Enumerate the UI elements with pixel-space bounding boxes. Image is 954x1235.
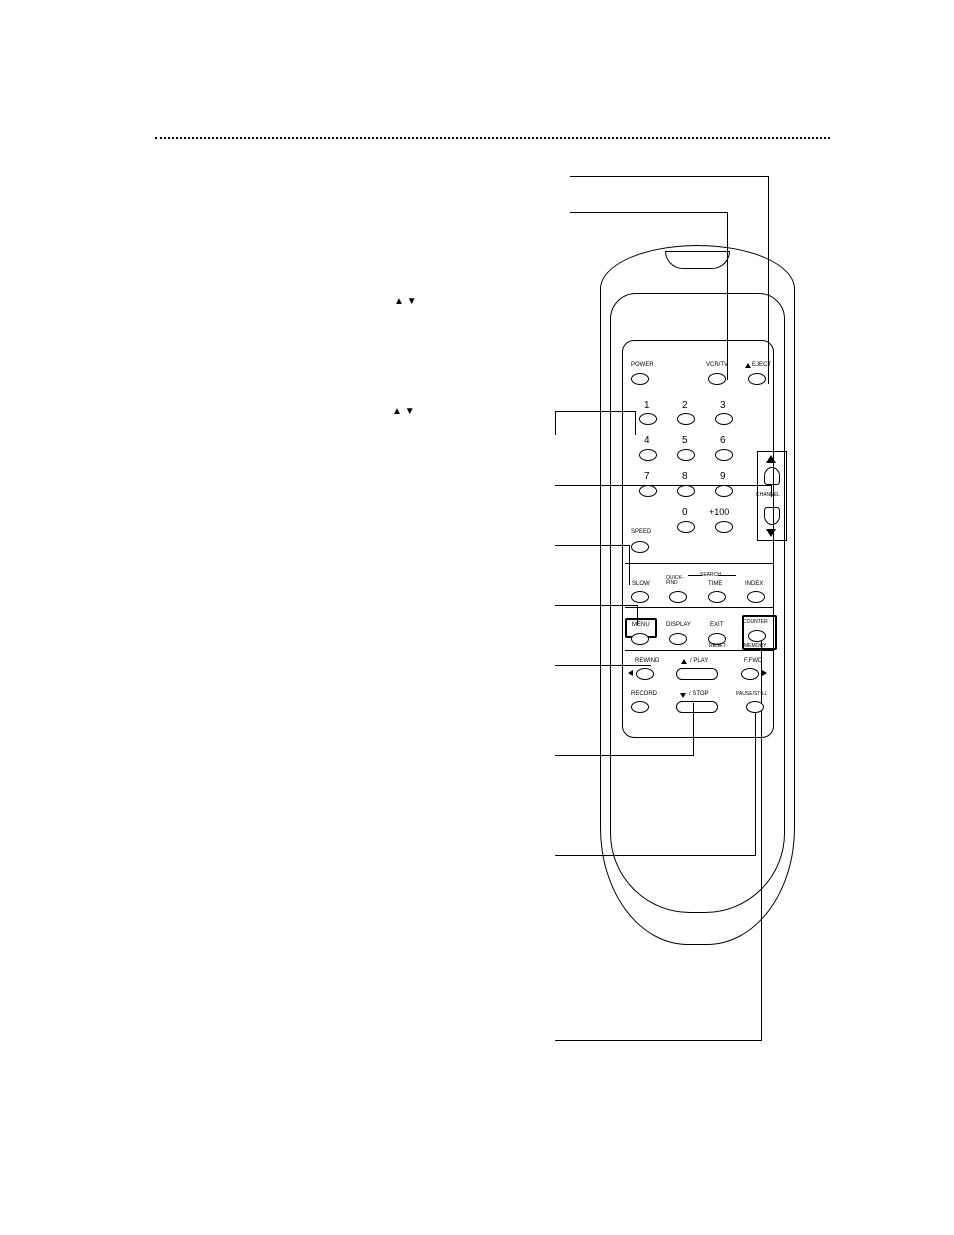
plus100-label: +100 (709, 507, 729, 517)
num-2-label: 2 (682, 400, 688, 411)
display-label: DISPLAY (666, 622, 691, 628)
num-4-label: 4 (644, 435, 650, 446)
stop-icon (680, 693, 686, 698)
stop-button[interactable] (676, 701, 718, 713)
counter-label: COUNTER (743, 619, 768, 625)
ir-emitter-window (665, 251, 730, 269)
num-1-button[interactable] (639, 413, 657, 425)
channel-down-icon (766, 529, 776, 537)
num-5-button[interactable] (677, 449, 695, 461)
vcrtv-label: VCR/TV (706, 362, 728, 368)
search-line (688, 575, 702, 576)
ffwd-label: F.FWD (744, 658, 762, 664)
menu-label: MENU (632, 622, 650, 628)
num-3-button[interactable] (715, 413, 733, 425)
num-5-label: 5 (682, 435, 688, 446)
eject-button[interactable] (748, 373, 766, 385)
counter-button[interactable] (748, 630, 766, 642)
pause-label: PAUSE/STILL (736, 691, 767, 697)
leader-line (570, 176, 769, 177)
play-icon (681, 659, 687, 664)
num-0-button[interactable] (677, 521, 695, 533)
eject-label: EJECT (752, 362, 771, 368)
num-1-label: 1 (644, 400, 650, 411)
channel-up-button[interactable] (764, 467, 780, 485)
num-7-button[interactable] (639, 485, 657, 497)
num-7-label: 7 (644, 471, 650, 482)
num-9-button[interactable] (715, 485, 733, 497)
remote-control-diagram: POWER VCR/TV EJECT 1 2 3 4 5 6 7 8 9 SPE… (600, 245, 795, 945)
plus100-button[interactable] (715, 521, 733, 533)
ffwd-icon (762, 670, 767, 676)
panel-divider (625, 650, 773, 651)
record-button[interactable] (631, 701, 649, 713)
memory-label: MEMORY (744, 643, 766, 649)
slow-label: SLOW (632, 581, 650, 587)
ffwd-button[interactable] (741, 668, 759, 680)
time-search-button[interactable] (708, 591, 726, 603)
stop-label: / STOP (689, 691, 709, 697)
menu-button[interactable] (631, 633, 649, 645)
leader-line (555, 411, 556, 435)
eject-icon (745, 363, 751, 368)
num-0-label: 0 (682, 507, 688, 518)
leader-line (570, 212, 728, 213)
num-6-button[interactable] (715, 449, 733, 461)
panel-divider (625, 563, 773, 564)
time-label: TIME (708, 581, 722, 587)
triangle-glyphs-2: ▲ ▼ (392, 406, 415, 417)
num-6-label: 6 (720, 435, 726, 446)
speed-button[interactable] (631, 541, 649, 553)
reset-label: RESET (709, 643, 726, 649)
dotted-separator (155, 137, 830, 139)
num-2-button[interactable] (677, 413, 695, 425)
display-button[interactable] (669, 633, 687, 645)
play-label: / PLAY (690, 658, 708, 664)
index-search-button[interactable] (747, 591, 765, 603)
num-4-button[interactable] (639, 449, 657, 461)
rewind-label: REWIND (635, 658, 659, 664)
num-9-label: 9 (720, 471, 726, 482)
channel-label: CHANNEL (756, 492, 780, 498)
rewind-icon (628, 670, 633, 676)
channel-up-icon (766, 455, 776, 463)
num-3-label: 3 (720, 400, 726, 411)
speed-label: SPEED (631, 529, 651, 535)
pause-button[interactable] (746, 701, 764, 713)
power-button[interactable] (631, 373, 649, 385)
quickfind-button[interactable] (669, 591, 687, 603)
channel-down-button[interactable] (764, 507, 780, 525)
vcrtv-button[interactable] (708, 373, 726, 385)
slow-button[interactable] (631, 591, 649, 603)
num-8-button[interactable] (677, 485, 695, 497)
search-line (718, 575, 736, 576)
index-label: INDEX (745, 581, 763, 587)
num-8-label: 8 (682, 471, 688, 482)
triangle-glyphs: ▲ ▼ (394, 296, 417, 307)
panel-divider (625, 607, 773, 608)
play-button[interactable] (676, 668, 718, 680)
record-label: RECORD (631, 691, 657, 697)
leader-line (555, 1040, 762, 1041)
power-label: POWER (631, 362, 654, 368)
rewind-button[interactable] (636, 668, 654, 680)
quickfind-label: QUICK-FIND (666, 576, 684, 586)
exit-label: EXIT (710, 622, 723, 628)
